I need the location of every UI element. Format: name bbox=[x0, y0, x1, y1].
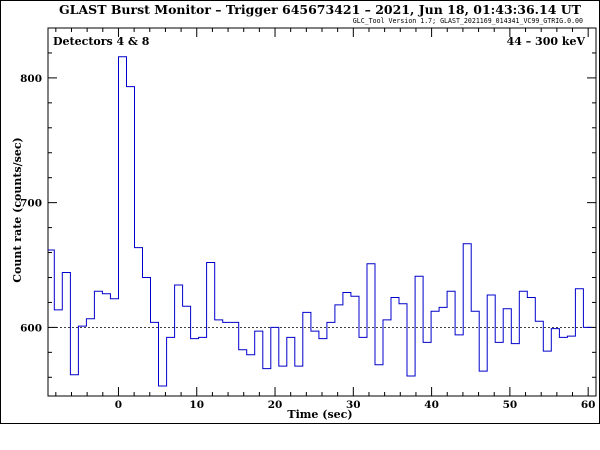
x-tick-label: 60 bbox=[581, 399, 596, 411]
x-tick-label: 10 bbox=[189, 399, 204, 411]
count-rate-series bbox=[48, 56, 592, 387]
page-border bbox=[0, 0, 600, 424]
y-axis-label: Count rate (counts/sec) bbox=[11, 137, 24, 282]
x-tick-label: 50 bbox=[503, 399, 518, 411]
x-tick-label: 20 bbox=[268, 399, 283, 411]
plot-frame-group bbox=[0, 0, 600, 424]
x-axis-label: Time (sec) bbox=[287, 408, 352, 421]
detectors-annotation: Detectors 4 & 8 bbox=[53, 35, 150, 48]
chart-subtitle: GLC_Tool Version 1.7; GLAST_2021169_0143… bbox=[353, 17, 583, 25]
x-tick-label: 0 bbox=[115, 399, 122, 411]
y-tick-label: 700 bbox=[20, 198, 42, 210]
x-tick-label: 30 bbox=[346, 399, 361, 411]
axes-group: 0 10 20 30 40 50 60 600 700 800 bbox=[20, 27, 596, 411]
y-tick-label: 600 bbox=[20, 322, 42, 334]
chart-title: GLAST Burst Monitor – Trigger 645673421 … bbox=[59, 2, 582, 17]
x-tick-label: 40 bbox=[424, 399, 439, 411]
y-tick-label: 800 bbox=[20, 73, 42, 85]
energy-range-annotation: 44 – 300 keV bbox=[507, 35, 586, 48]
plot-frame bbox=[47, 27, 597, 397]
